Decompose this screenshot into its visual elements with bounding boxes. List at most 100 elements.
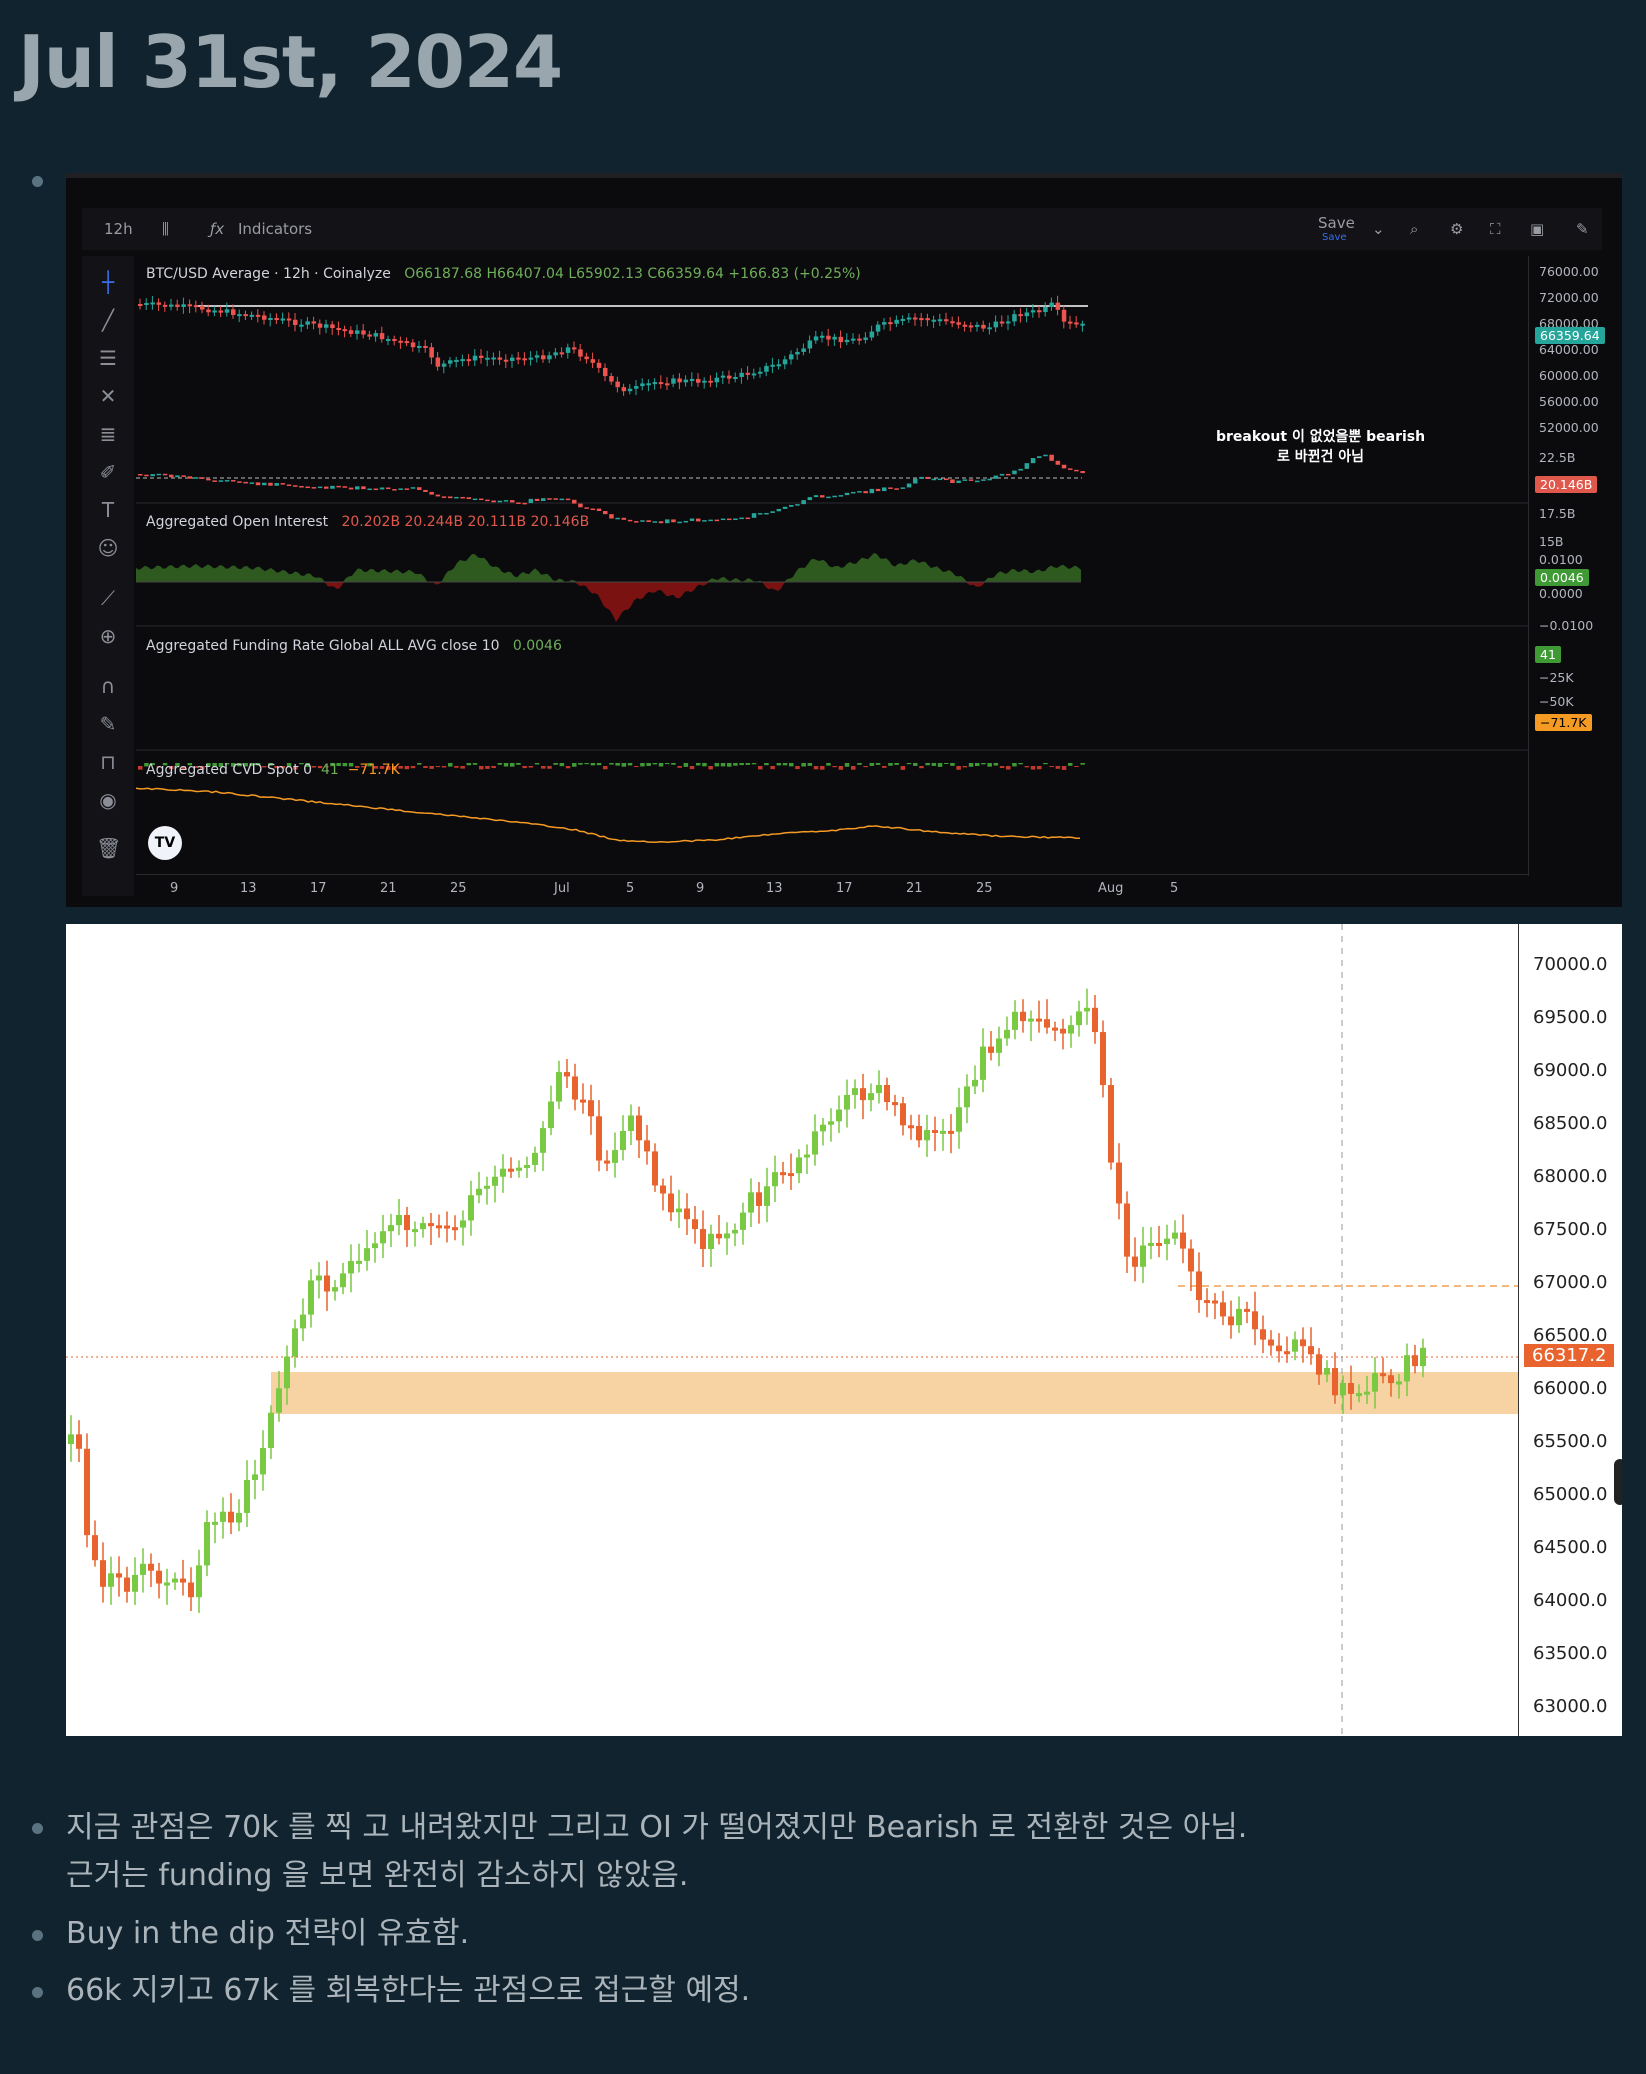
oi-candle [553, 498, 558, 500]
interval-button[interactable]: 12h [104, 220, 133, 238]
candle-type-icon[interactable]: ⫼ [162, 220, 169, 238]
candle [76, 1434, 82, 1449]
candle [1156, 1242, 1162, 1246]
candle [1236, 1308, 1242, 1326]
candle [826, 335, 831, 340]
lock-draw-icon[interactable]: ✎ [99, 712, 117, 736]
oi-candle [1018, 468, 1023, 471]
brush-icon[interactable]: ✐ [99, 460, 117, 484]
price-tick: 68500.0 [1533, 1113, 1608, 1134]
candle [274, 318, 279, 321]
candle [212, 310, 217, 313]
candle [696, 378, 701, 383]
price-axis[interactable]: 76000.00 72000.00 68000.00 64000.00 60000.00… [1528, 256, 1605, 876]
indicators-button[interactable]: Indicators [238, 220, 313, 238]
cvd-bar [1006, 766, 1011, 770]
candle [908, 1125, 914, 1129]
candle [932, 1130, 938, 1134]
cvd-bar [348, 763, 354, 767]
price-tick: 63500.0 [1533, 1643, 1608, 1664]
candle [660, 1185, 666, 1194]
candle [801, 348, 806, 352]
price-chart-area[interactable]: BTC/USD Average · 12h · Coinalyze O66187… [135, 256, 1528, 876]
collapse-handle[interactable] [1614, 1459, 1622, 1505]
candle [404, 1214, 410, 1231]
oi-candle [454, 496, 459, 499]
candle [156, 302, 162, 305]
oi-candle [851, 491, 856, 494]
candle [1388, 1375, 1394, 1384]
oi-candle [534, 498, 540, 501]
cvd-bar [944, 763, 949, 765]
candle [596, 362, 602, 368]
funding-tick: 0.0000 [1539, 586, 1583, 601]
lock-icon[interactable]: ⊓ [100, 750, 116, 774]
camera-icon[interactable]: ▣ [1530, 220, 1545, 238]
oi-candle [708, 519, 713, 522]
funding-tag: 0.0046 [1535, 569, 1589, 586]
candle [720, 375, 726, 378]
fullscreen-icon[interactable]: ⛶ [1490, 220, 1501, 238]
candle [244, 1479, 250, 1513]
magnet-icon[interactable]: ∩ [100, 674, 116, 698]
price-axis-white[interactable]: 70000.0 69500.0 69000.0 68500.0 68000.0 67500… [1518, 924, 1622, 1736]
candle [668, 1193, 674, 1213]
candle [924, 1130, 930, 1141]
price-tick: 65000.0 [1533, 1484, 1608, 1505]
candle [916, 1126, 922, 1141]
ruler-icon[interactable]: ⟋ [101, 586, 115, 610]
cvd-bar [826, 763, 831, 766]
oi-candle [615, 517, 620, 520]
cvd-bar [398, 766, 403, 769]
oi-candle [162, 473, 168, 476]
cvd-bar [547, 766, 552, 769]
pencil-icon[interactable]: ✎ [1576, 220, 1589, 238]
replay-icon[interactable]: ⌕ [1410, 220, 1419, 238]
gear-icon[interactable]: ⚙ [1450, 220, 1464, 238]
candle [292, 1328, 298, 1357]
cvd-bar [696, 763, 701, 766]
price-tick: 66500.0 [1533, 1325, 1608, 1346]
candle [336, 328, 341, 331]
oi-candle [863, 491, 868, 494]
tradingview-logo[interactable]: TV [148, 826, 182, 860]
cvd-value-1: 41 [321, 762, 339, 778]
trend-line-icon[interactable]: ╱ [101, 308, 115, 332]
eye-icon[interactable]: ◉ [99, 788, 117, 812]
candle [1188, 1248, 1194, 1272]
trash-icon[interactable]: 🗑 [96, 836, 122, 860]
text-tool-icon[interactable]: T [101, 498, 115, 522]
oi-candle [789, 505, 794, 507]
crosshair-icon[interactable]: ┼ [101, 270, 115, 294]
save-button[interactable]: Save [1318, 214, 1355, 232]
candle [553, 352, 558, 356]
candle [364, 1248, 370, 1261]
candle [795, 351, 800, 355]
tradingview-screenshot: 12h ⫼ ƒx Indicators Save Save ⌄ ⌕ ⚙ ⛶ ▣ … [66, 173, 1622, 907]
cvd-bar [913, 763, 918, 766]
time-axis[interactable]: 9 13 17 21 25 Jul 5 9 13 17 21 25 Aug 5 [136, 874, 1528, 903]
candle [708, 380, 713, 383]
emoji-icon[interactable]: ☺ [97, 536, 119, 560]
cvd-bar [646, 763, 651, 766]
oi-candle [1055, 460, 1061, 465]
fib-icon[interactable]: ≣ [99, 422, 117, 446]
funding-positive-area [136, 552, 1081, 582]
candle [228, 1511, 234, 1523]
time-tick: Jul [554, 881, 570, 896]
candle [950, 321, 955, 324]
candle [796, 1157, 802, 1174]
chevron-down-icon[interactable]: ⌄ [1372, 220, 1385, 238]
oi-candle [503, 500, 509, 502]
horizontal-lines-icon[interactable]: ☰ [99, 346, 117, 370]
candle [1124, 1203, 1130, 1257]
candle [522, 358, 527, 361]
candle [1080, 323, 1085, 326]
zoom-in-icon[interactable]: ⊕ [99, 624, 117, 648]
pattern-icon[interactable]: ✕ [99, 384, 117, 408]
indicators-icon[interactable]: ƒx [210, 220, 225, 238]
candle [578, 349, 583, 357]
candle [844, 1094, 850, 1110]
candle [596, 1116, 602, 1161]
candle [156, 1570, 162, 1584]
